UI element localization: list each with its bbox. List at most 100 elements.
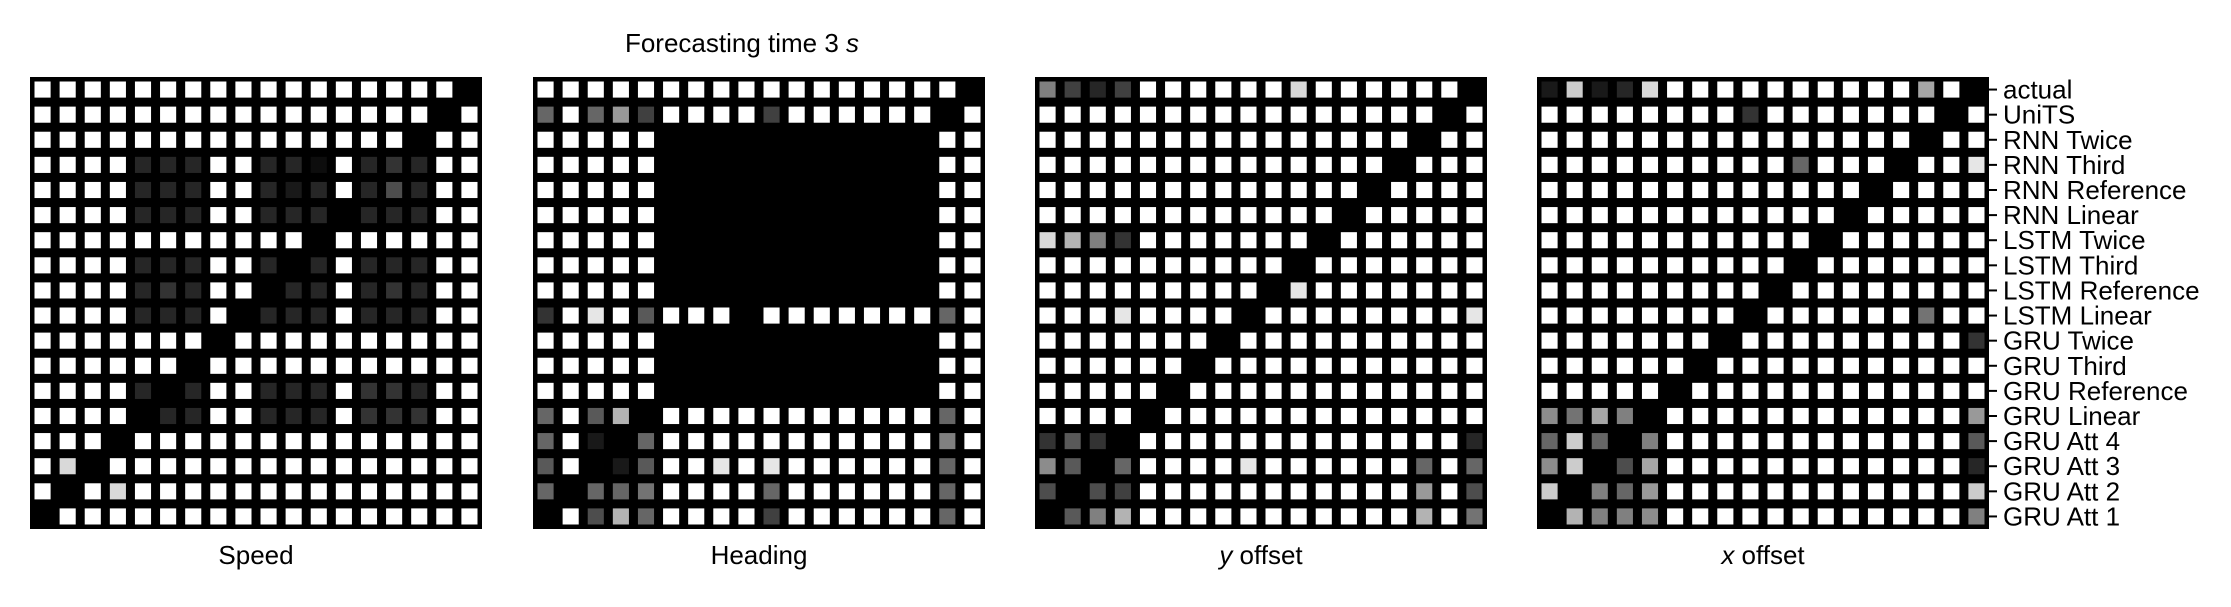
heatmap-cell — [612, 81, 629, 98]
heatmap-cell — [1139, 433, 1157, 450]
heatmap-cell — [1867, 307, 1885, 324]
heatmap-cell — [360, 508, 378, 525]
heatmap-cell — [663, 357, 680, 374]
heatmap-cell — [713, 483, 730, 500]
heatmap-cell — [939, 382, 956, 399]
heatmap-cell — [411, 81, 428, 98]
heatmap-cell — [788, 433, 805, 450]
row-label: RNN Reference — [2003, 175, 2187, 205]
heatmap-cell — [1190, 332, 1207, 349]
heatmap-cell — [59, 483, 76, 500]
heatmap-cell — [688, 382, 705, 399]
heatmap-cell — [738, 458, 755, 475]
heatmap-cell — [1441, 433, 1458, 450]
heatmap-cell — [1240, 156, 1257, 173]
heatmap-cell — [688, 458, 705, 475]
heatmap-cell — [1767, 81, 1784, 98]
heatmap-cell — [84, 307, 101, 324]
heatmap-cell — [360, 207, 378, 224]
heatmap-cell — [1641, 407, 1659, 425]
heatmap-cell — [1466, 508, 1483, 525]
heatmap-cell — [310, 232, 327, 249]
heatmap-cell — [1692, 81, 1709, 98]
heatmap-cell — [1616, 156, 1633, 173]
heatmap-cell — [914, 433, 931, 450]
heatmap-cell — [587, 407, 604, 425]
heatmap-cell — [310, 307, 327, 324]
heatmap-cell — [1240, 282, 1257, 299]
heatmap-cell — [109, 483, 126, 500]
heatmap-cell — [1441, 483, 1458, 500]
heatmap-cell — [939, 483, 956, 500]
heatmap-cell — [185, 131, 202, 148]
heatmap-cell — [889, 106, 906, 123]
heatmap-cell — [1114, 282, 1131, 299]
heatmap-cell — [1165, 106, 1182, 123]
heatmap-cell — [587, 307, 604, 324]
heatmap-cell — [889, 181, 906, 199]
heatmap-cell — [788, 207, 805, 224]
heatmap-cell — [688, 81, 705, 98]
heatmap-cell — [1064, 382, 1081, 399]
heatmap-cell — [134, 106, 152, 123]
heatmap-cell — [1139, 458, 1157, 475]
heatmap-cell — [889, 508, 906, 525]
heatmap-cell — [1867, 81, 1885, 98]
heatmap-cell — [59, 407, 76, 425]
heatmap-cell — [813, 508, 830, 525]
heatmap-cell — [1315, 407, 1332, 425]
heatmap-cell — [360, 483, 378, 500]
heatmap-cell — [663, 181, 680, 199]
heatmap-cell — [1641, 508, 1659, 525]
heatmap-cell — [763, 257, 780, 274]
heatmap-cell — [59, 282, 76, 299]
heatmap-cell — [210, 156, 227, 173]
heatmap-cell — [1918, 81, 1935, 98]
heatmap-cell — [1817, 508, 1834, 525]
heatmap-cell — [1165, 257, 1182, 274]
heatmap-cell — [1842, 81, 1859, 98]
heatmap-cell — [411, 382, 428, 399]
heatmap-cell — [1215, 508, 1232, 525]
heatmap-cell — [1943, 382, 1960, 399]
heatmap-cell — [1290, 181, 1307, 199]
heatmap-cell — [386, 433, 403, 450]
heatmap-cell — [889, 382, 906, 399]
heatmap-cell — [160, 332, 177, 349]
heatmap-cell — [134, 382, 152, 399]
heatmap-cell — [1717, 483, 1734, 500]
heatmap-cell — [1089, 257, 1106, 274]
heatmap-cell — [813, 382, 830, 399]
heatmap-cell — [285, 382, 302, 399]
heatmap-cell — [964, 357, 981, 374]
heatmap-cell — [1391, 332, 1408, 349]
heatmap-cell — [335, 307, 352, 324]
heatmap-cell — [185, 458, 202, 475]
heatmap-cell — [1541, 106, 1558, 123]
heatmap-cell — [1190, 81, 1207, 98]
heatmap-cell — [738, 156, 755, 173]
heatmap-cell — [109, 257, 126, 274]
row-label: RNN Twice — [2003, 125, 2133, 155]
heatmap-cell — [386, 483, 403, 500]
heatmap-cell — [587, 131, 604, 148]
heatmap-cell — [1290, 332, 1307, 349]
heatmap-cell — [1667, 458, 1684, 475]
heatmap-cell — [34, 508, 51, 525]
heatmap-cell — [1943, 81, 1960, 98]
heatmap-cell — [285, 458, 302, 475]
heatmap-cell — [1240, 332, 1257, 349]
heatmap-cell — [1064, 131, 1081, 148]
heatmap-cell — [185, 307, 202, 324]
heatmap-cell — [738, 131, 755, 148]
heatmap-cell — [1792, 307, 1809, 324]
heatmap-cell — [637, 81, 655, 98]
heatmap-cell — [1692, 257, 1709, 274]
heatmap-cell — [1165, 357, 1182, 374]
heatmap-cell — [964, 232, 981, 249]
heatmap-cell — [260, 357, 277, 374]
heatmap-cell — [1064, 458, 1081, 475]
heatmap-cell — [1616, 257, 1633, 274]
heatmap-cell — [562, 81, 579, 98]
heatmap-cell — [210, 181, 227, 199]
